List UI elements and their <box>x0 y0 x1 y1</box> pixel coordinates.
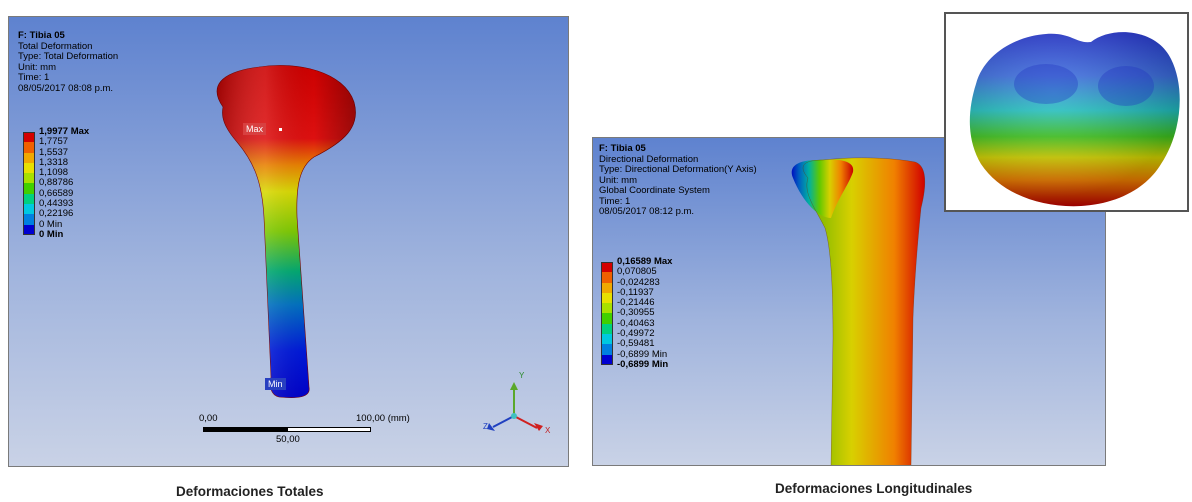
axis-triad <box>487 382 543 431</box>
legend-label: -0,40463 <box>617 317 655 329</box>
info-line: 08/05/2017 08:08 p.m. <box>18 82 114 94</box>
caption-total: Deformaciones Totales <box>176 484 324 499</box>
legend-label: 0 Min <box>39 218 63 230</box>
legend-swatch <box>23 193 35 205</box>
legend-label: -0,49972 <box>617 328 655 340</box>
legend-swatch <box>23 142 35 153</box>
info-line: Global Coordinate System <box>599 185 710 196</box>
result-info-block: F: Tibia 05 Directional Deformation Type… <box>599 143 757 218</box>
result-info-block: F: Tibia 05 Total Deformation Type: Tota… <box>18 30 119 94</box>
legend-swatch <box>23 162 35 174</box>
legend-label: 0,88786 <box>39 177 74 189</box>
legend-swatch <box>23 214 35 225</box>
scale-start: 0,00 <box>199 413 218 424</box>
x-axis-label: X <box>545 426 551 435</box>
info-line: Type: Total Deformation <box>18 51 119 62</box>
legend-label: 1,7757 <box>39 136 69 148</box>
info-line: Time: 1 <box>18 72 50 83</box>
legend-label: -0,6899 Min <box>617 348 668 360</box>
tibia-top-view-icon <box>969 32 1180 207</box>
legend-label: -0,024283 <box>617 276 660 288</box>
scale-mid: 50,00 <box>276 434 300 445</box>
info-line: Time: 1 <box>599 195 631 207</box>
legend-swatch <box>601 313 613 324</box>
legend-label: 1,3318 <box>39 156 69 168</box>
legend-label: 1,1098 <box>39 167 69 179</box>
legend-label: 0,66589 <box>39 187 74 199</box>
legend-swatch <box>601 272 613 283</box>
scale-end: 100,00 (mm) <box>356 413 410 424</box>
legend-label: 1,5537 <box>39 146 69 158</box>
legend-swatch <box>601 323 613 335</box>
legend-label: 0 Min <box>39 228 64 240</box>
legend-swatch <box>601 334 613 345</box>
legend-swatch <box>23 183 35 194</box>
result-title: F: Tibia 05 <box>599 143 646 154</box>
legend-label: 0,22196 <box>39 208 74 220</box>
info-line: Total Deformation <box>18 40 93 52</box>
info-line: Unit: mm <box>18 61 56 73</box>
legend-swatch <box>601 354 613 365</box>
legend-swatch <box>23 152 35 163</box>
legend-label: -0,6899 Min <box>617 358 669 370</box>
total-deformation-viewport[interactable]: F: Tibia 05 Total Deformation Type: Tota… <box>8 16 569 467</box>
tibia-directional-deformation-model[interactable] <box>593 138 1106 466</box>
legend-swatch <box>601 292 613 304</box>
legend-swatch <box>601 303 613 314</box>
legend-label: 0,44393 <box>39 198 74 210</box>
legend-swatch <box>23 132 35 143</box>
legend-label: 1,9977 Max <box>39 126 90 137</box>
legend-label: -0,30955 <box>617 307 655 319</box>
legend-swatch <box>601 344 613 355</box>
legend-label: -0,59481 <box>617 338 655 350</box>
legend-swatch <box>23 173 35 184</box>
min-marker: Min <box>265 378 286 390</box>
legend-label: -0,11937 <box>617 286 654 298</box>
legend-swatch <box>601 282 613 293</box>
info-line: Type: Directional Deformation(Y Axis) <box>599 164 757 175</box>
max-point <box>279 128 282 131</box>
caption-longitudinal: Deformaciones Longitudinales <box>775 481 973 496</box>
max-marker: Max <box>243 123 267 135</box>
tibia-top-view-inset <box>944 12 1189 212</box>
legend-label: 0,16589 Max <box>617 256 673 267</box>
y-axis-label: Y <box>519 371 525 380</box>
tibia-total-deformation-model[interactable] <box>9 17 569 467</box>
info-line: 08/05/2017 08:12 p.m. <box>599 206 695 217</box>
z-axis-label: Z <box>483 422 488 431</box>
legend-label: -0,21446 <box>617 297 655 309</box>
legend-label: 0,070805 <box>617 266 657 278</box>
legend-swatch <box>601 262 613 273</box>
info-line: Directional Deformation <box>599 153 699 165</box>
result-title: F: Tibia 05 <box>18 30 65 41</box>
info-line: Unit: mm <box>599 174 637 186</box>
legend-swatch <box>23 224 35 235</box>
legend-swatch <box>23 204 35 215</box>
